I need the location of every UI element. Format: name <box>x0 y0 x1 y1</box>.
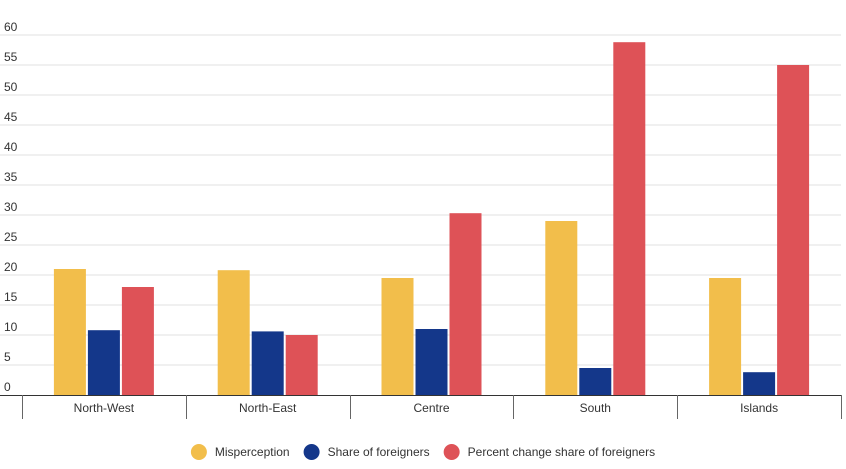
y-tick-label: 25 <box>4 230 18 244</box>
legend-marker <box>443 444 460 460</box>
bar-north-east-series-0 <box>217 270 250 395</box>
y-tick-label: 20 <box>4 260 18 274</box>
legend-label: Share of foreigners <box>328 445 430 459</box>
legend-label: Percent change share of foreigners <box>468 445 655 459</box>
bar-islands-series-2 <box>777 65 810 395</box>
x-tick-label: North-East <box>239 401 297 415</box>
y-tick-label: 10 <box>4 320 18 334</box>
bar-north-east-series-2 <box>285 335 318 395</box>
bar-north-west-series-0 <box>53 269 86 395</box>
y-tick-label: 5 <box>4 350 11 364</box>
bar-centre-series-0 <box>381 278 414 395</box>
legend: Misperception Share of foreigners Percent … <box>190 444 655 460</box>
x-tick-label: North-West <box>74 401 135 415</box>
bar-south-series-2 <box>613 42 646 395</box>
y-tick-label: 15 <box>4 290 18 304</box>
y-tick-label: 40 <box>4 140 18 154</box>
legend-label: Misperception <box>215 445 290 459</box>
y-tick-label: 45 <box>4 110 18 124</box>
y-axis-ticks: 0 5 10 15 20 25 30 35 40 45 50 55 60 <box>4 20 18 394</box>
bar-centre-series-1 <box>415 329 448 395</box>
bar-islands-series-0 <box>709 278 742 395</box>
bars <box>53 42 810 395</box>
bar-south-series-1 <box>579 368 612 395</box>
legend-item[interactable]: Share of foreigners <box>303 444 430 460</box>
bar-south-series-0 <box>545 221 578 395</box>
x-tick-label: Centre <box>413 401 449 415</box>
y-tick-label: 50 <box>4 80 18 94</box>
bar-centre-series-2 <box>449 213 482 395</box>
y-tick-label: 35 <box>4 170 18 184</box>
bar-north-west-series-2 <box>121 287 154 395</box>
y-tick-label: 60 <box>4 20 18 34</box>
bar-islands-series-1 <box>743 372 776 395</box>
x-tick-label: Islands <box>740 401 778 415</box>
y-tick-label: 0 <box>4 380 11 394</box>
y-tick-label: 30 <box>4 200 18 214</box>
bar-north-west-series-1 <box>87 330 120 395</box>
legend-marker <box>190 444 207 460</box>
x-axis: North-West North-East Centre South Islands <box>0 395 842 419</box>
x-tick-label: South <box>580 401 611 415</box>
legend-marker <box>303 444 320 460</box>
bar-north-east-series-1 <box>251 331 284 395</box>
legend-item[interactable]: Percent change share of foreigners <box>443 444 655 460</box>
y-tick-label: 55 <box>4 50 18 64</box>
legend-item[interactable]: Misperception <box>190 444 290 460</box>
